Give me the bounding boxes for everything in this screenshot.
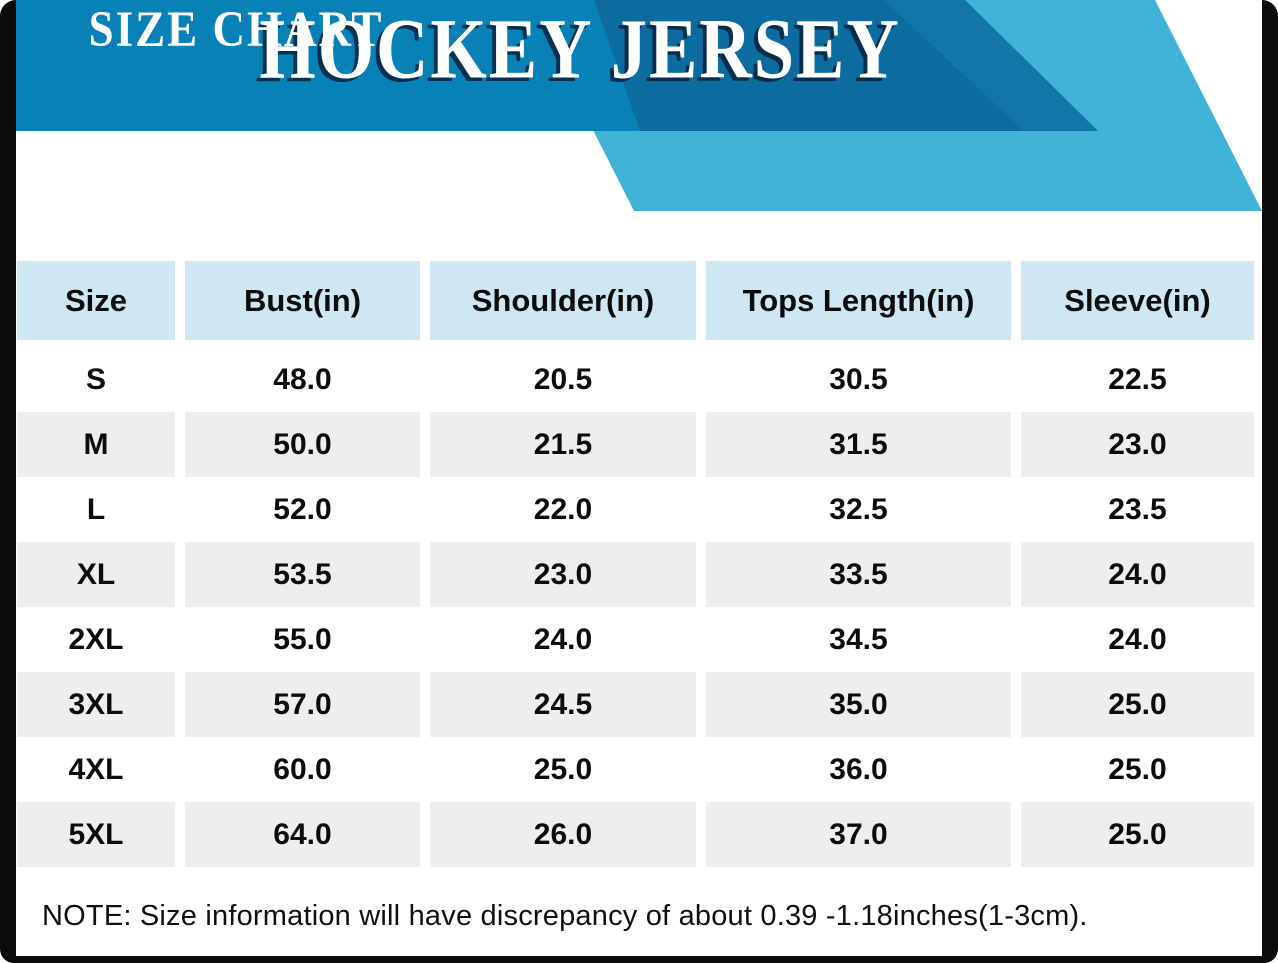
size-cell: 3XL <box>17 672 175 737</box>
table-body: S 48.0 20.5 30.5 22.5 M 50.0 21.5 31.5 23.0 L 52.0 2… <box>17 347 1254 867</box>
header-banner-area: HOCKEY JERSEY SIZE CHART <box>16 0 1262 211</box>
measure-cell: 37.0 <box>706 802 1011 867</box>
size-cell: S <box>85 362 106 396</box>
measure-cell: 53.5 <box>185 542 420 607</box>
table-row: S 48.0 20.5 30.5 22.5 <box>17 347 1254 412</box>
measure-cell: 24.0 <box>1021 542 1254 607</box>
table-row: L 52.0 22.0 32.5 23.5 <box>17 477 1254 542</box>
table-header-row: Size Bust(in) Shoulder(in) Tops Length(in) S… <box>17 261 1254 340</box>
measure-cell: 24.0 <box>533 622 593 656</box>
page-title: HOCKEY JERSEY <box>259 2 901 98</box>
table-row: 4XL 60.0 25.0 36.0 25.0 <box>17 737 1254 802</box>
frame-left-bar <box>0 0 16 963</box>
size-cell: 5XL <box>17 802 175 867</box>
measure-cell: 23.0 <box>1021 412 1254 477</box>
measure-cell: 24.0 <box>1108 622 1167 656</box>
measure-cell: 35.0 <box>706 672 1011 737</box>
measure-cell: 32.5 <box>829 492 888 526</box>
measure-cell: 36.0 <box>829 752 888 786</box>
measure-cell: 21.5 <box>430 412 696 477</box>
measure-cell: 64.0 <box>185 802 420 867</box>
measure-cell: 24.5 <box>430 672 696 737</box>
table-row: XL 53.5 23.0 33.5 24.0 <box>17 542 1254 607</box>
page-content: HOCKEY JERSEY SIZE CHART Size Bust(in) Sho… <box>16 0 1262 956</box>
column-header: Tops Length(in) <box>706 261 1011 340</box>
size-chart-label: SIZE CHART <box>88 1 384 58</box>
measure-cell: 20.5 <box>533 362 593 396</box>
measure-cell: 22.0 <box>533 492 593 526</box>
column-header: Shoulder(in) <box>430 261 696 340</box>
measure-cell: 26.0 <box>430 802 696 867</box>
measure-cell: 60.0 <box>273 752 332 786</box>
size-cell: XL <box>17 542 175 607</box>
column-header: Sleeve(in) <box>1021 261 1254 340</box>
column-header: Bust(in) <box>185 261 420 340</box>
table-row: 3XL 57.0 24.5 35.0 25.0 <box>17 672 1254 737</box>
table-row: 5XL 64.0 26.0 37.0 25.0 <box>17 802 1254 867</box>
size-cell: 4XL <box>68 752 124 786</box>
size-table: Size Bust(in) Shoulder(in) Tops Length(in) S… <box>17 261 1254 867</box>
measure-cell: 25.0 <box>533 752 593 786</box>
measure-cell: 48.0 <box>273 362 332 396</box>
measure-cell: 22.5 <box>1108 362 1167 396</box>
measure-cell: 50.0 <box>185 412 420 477</box>
size-cell: 2XL <box>68 622 124 656</box>
measure-cell: 57.0 <box>185 672 420 737</box>
table-row: M 50.0 21.5 31.5 23.0 <box>17 412 1254 477</box>
measure-cell: 23.0 <box>430 542 696 607</box>
measure-cell: 25.0 <box>1021 672 1254 737</box>
note-text: NOTE: Size information will have discrep… <box>42 900 1088 932</box>
measure-cell: 33.5 <box>706 542 1011 607</box>
measure-cell: 30.5 <box>829 362 888 396</box>
frame-right-bar <box>1262 0 1278 963</box>
table-row: 2XL 55.0 24.0 34.5 24.0 <box>17 607 1254 672</box>
size-cell: L <box>86 492 106 526</box>
measure-cell: 25.0 <box>1108 752 1167 786</box>
measure-cell: 25.0 <box>1021 802 1254 867</box>
measure-cell: 52.0 <box>273 492 332 526</box>
measure-cell: 55.0 <box>273 622 332 656</box>
frame-bottom-bar <box>0 956 1278 963</box>
column-header: Size <box>17 261 175 340</box>
measure-cell: 31.5 <box>706 412 1011 477</box>
measure-cell: 23.5 <box>1108 492 1167 526</box>
size-cell: M <box>17 412 175 477</box>
measure-cell: 34.5 <box>829 622 888 656</box>
